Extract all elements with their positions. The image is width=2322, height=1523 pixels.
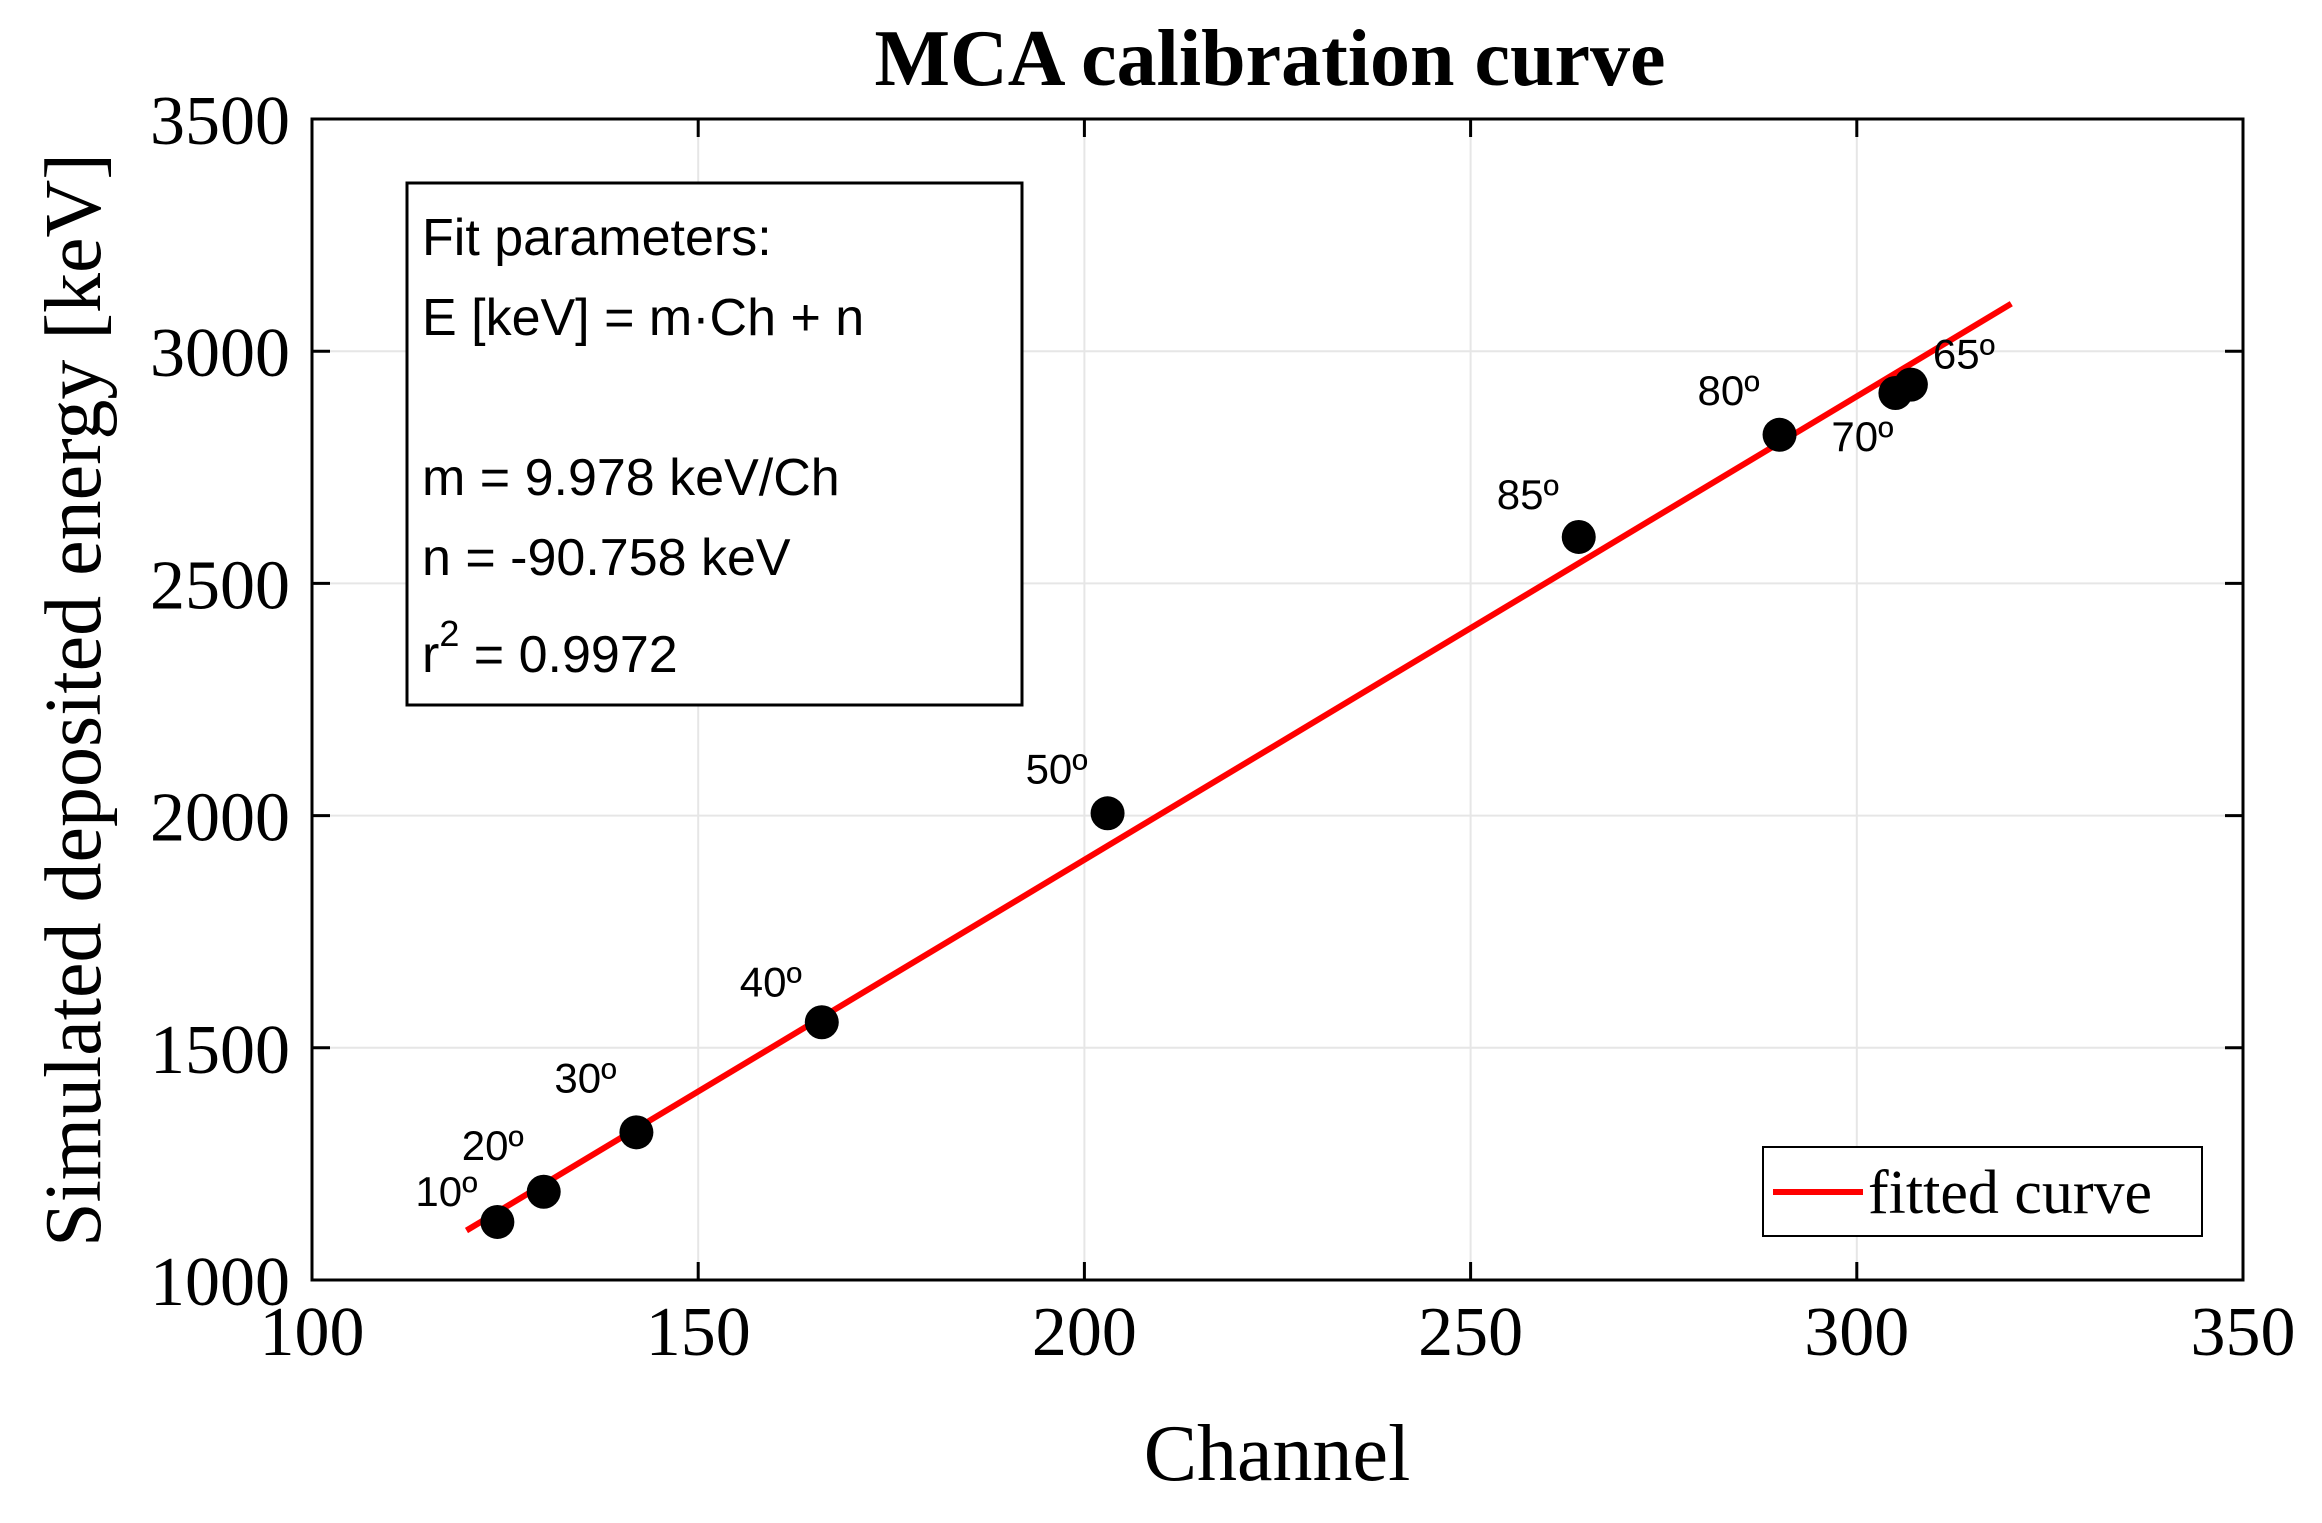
data-point bbox=[619, 1115, 654, 1150]
x-tick-label: 250 bbox=[1418, 1294, 1523, 1371]
y-axis-label: Simulated deposited energy [keV] bbox=[30, 153, 118, 1247]
fit-params-heading: Fit parameters: bbox=[422, 209, 772, 267]
data-point-label: 80º bbox=[1698, 367, 1760, 414]
y-tick-label: 1500 bbox=[150, 1012, 290, 1089]
data-point bbox=[1893, 367, 1928, 402]
x-tick-label: 150 bbox=[646, 1294, 751, 1371]
data-point bbox=[1762, 417, 1797, 452]
data-point-label: 30º bbox=[554, 1054, 616, 1101]
fit-params-intercept: n = -90.758 keV bbox=[422, 529, 791, 587]
y-tick-label: 3000 bbox=[150, 315, 290, 392]
y-tick-label: 3500 bbox=[150, 83, 290, 160]
data-point-label: 65º bbox=[1933, 331, 1995, 378]
fit-params-r2: r2 = 0.9972 bbox=[422, 613, 678, 684]
x-tick-label: 100 bbox=[260, 1294, 365, 1371]
x-tick-label: 350 bbox=[2191, 1294, 2296, 1371]
data-point bbox=[526, 1174, 561, 1209]
axis-ticks: 100 150 200 250 300 350 1000 1500 2000 2500 3000 35… bbox=[150, 83, 2296, 1371]
fitted-curve-line bbox=[464, 301, 2013, 1234]
data-point bbox=[480, 1204, 515, 1239]
fit-parameters-box: Fit parameters: E [keV] = m·Ch + n m = 9… bbox=[405, 181, 1024, 707]
data-point-label: 20º bbox=[462, 1122, 524, 1169]
x-axis-label: Channel bbox=[1144, 1410, 1411, 1498]
data-point-label: 50º bbox=[1026, 745, 1088, 792]
chart-title: MCA calibration curve bbox=[875, 15, 1666, 103]
data-point bbox=[1561, 519, 1596, 554]
data-point bbox=[804, 1005, 839, 1040]
y-tick-label: 1000 bbox=[150, 1244, 290, 1321]
plot-frame bbox=[310, 117, 2245, 1282]
legend: fitted curve bbox=[1762, 1146, 2203, 1237]
data-point bbox=[1090, 796, 1125, 831]
fit-params-slope: m = 9.978 keV/Ch bbox=[422, 449, 840, 507]
x-tick-label: 200 bbox=[1032, 1294, 1137, 1371]
data-point-label: 85º bbox=[1497, 471, 1559, 518]
fit-params-equation: E [keV] = m·Ch + n bbox=[422, 289, 864, 347]
y-tick-label: 2000 bbox=[150, 780, 290, 857]
data-point-label: 40º bbox=[740, 958, 802, 1005]
y-tick-label: 2500 bbox=[150, 547, 290, 624]
fit-layer bbox=[464, 301, 2013, 1234]
data-point-label: 70º bbox=[1831, 413, 1893, 460]
legend-label: fitted curve bbox=[1868, 1159, 2152, 1227]
data-point-label: 10º bbox=[415, 1168, 477, 1215]
x-tick-label: 300 bbox=[1804, 1294, 1909, 1371]
